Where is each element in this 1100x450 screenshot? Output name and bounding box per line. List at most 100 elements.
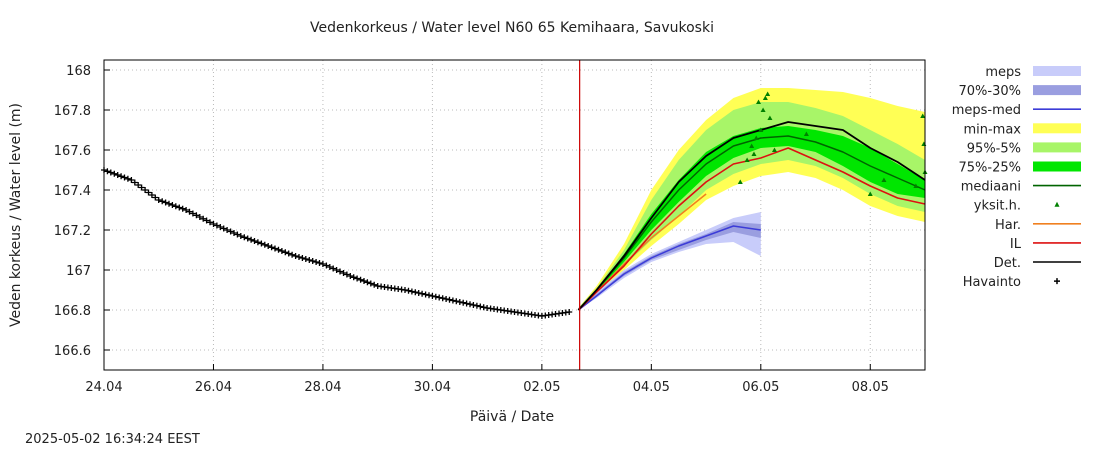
legend-label: 75%-25% [959,161,1021,176]
y-axis-ticks: 166.6 166.8 167 167.2 167.4 167.6 167.8 168 [54,64,110,359]
observation-point [152,194,159,201]
x-tick-label: 30.04 [414,380,451,395]
observation-point [443,296,450,302]
legend-swatch [1033,85,1081,96]
observation-point [402,287,408,293]
legend-item-har: Har. [995,218,1081,233]
legend-item-havainto: Havainto [963,275,1060,290]
observation-point [278,248,285,254]
legend-label: 70%-30% [959,84,1021,99]
observation-point [169,202,176,208]
observation-point [446,296,453,303]
legend-label: Har. [995,218,1021,233]
observation-point [405,287,412,294]
y-axis-label: Veden korkeus / Water level (m) [8,103,24,327]
observation-point [135,182,142,188]
forecast-bands [578,88,925,310]
observation-point [203,217,210,224]
y-tick-label: 167.4 [54,184,91,199]
legend-swatch [1033,66,1081,76]
plot-frame [103,59,926,371]
observation-point [210,221,217,227]
observation-point [268,244,275,251]
y-tick-label: 167.8 [54,104,91,119]
single-member-point [753,135,759,140]
observation-point [142,187,149,193]
legend-swatch [1033,142,1081,153]
observation-point [463,300,470,307]
observation-point [275,246,282,253]
legend-swatch [1054,278,1060,285]
x-tick-label: 08.05 [852,380,889,395]
observation-point [449,297,456,304]
observation-point [299,255,306,261]
y-tick-label: 167.6 [54,144,91,159]
observation-point [292,253,299,259]
observation-point [234,231,241,238]
observation-point [128,177,135,183]
observation-point [343,271,350,278]
observation-point [340,270,347,276]
observation-point [261,241,268,248]
observation-point [258,240,265,247]
observation-point [326,264,333,270]
observation-point [107,169,114,176]
observation-point [473,302,480,309]
observation-point [121,174,128,181]
single-member-point [881,177,887,182]
single-member-point [756,99,762,104]
observation-point [272,245,278,252]
observation-point [220,225,227,232]
y-tick-label: 166.8 [54,304,91,319]
observation-point [159,198,166,205]
legend-label: Det. [994,256,1021,271]
observation-point [408,288,415,295]
observation-point [333,267,340,273]
observation-point [186,208,193,215]
legend-item-meps-70-30: 70%-30% [959,84,1081,99]
legend-item-p75-25: 75%-25% [959,161,1081,176]
legend-swatch [1033,161,1081,172]
observation-point [460,299,467,306]
observation-point [224,227,231,233]
observation-point [237,233,244,239]
timestamp: 2025-05-02 16:34:24 EEST [25,432,200,447]
y-tick-label: 167.2 [54,224,91,239]
observation-point [138,184,145,191]
legend-label: mediaani [961,180,1021,195]
observation-point [367,280,374,287]
observation-point [189,210,196,217]
meps-70-30-band [578,222,761,310]
legend-item-mediaani: mediaani [961,180,1081,195]
observation-point [193,212,200,219]
legend-item-min-max: min-max [963,122,1081,137]
observation-point [470,302,477,308]
observation-point [480,304,487,311]
y-tick-label: 168 [66,64,91,79]
observation-point [104,168,111,175]
single-member-point [737,179,743,184]
observation-point [254,239,261,246]
y-tick-label: 167 [66,264,91,279]
observation-point [323,262,330,269]
legend-label: min-max [963,122,1021,137]
single-member-point [803,131,809,136]
single-member-point [760,107,766,112]
plot-area [101,59,928,371]
observation-point [296,254,302,260]
observation-point [432,293,439,300]
single-member-point [744,157,750,162]
observation-point [364,279,371,286]
observation-point [319,261,326,267]
observation-point [371,281,378,288]
det-line [577,121,926,311]
observation-point [313,259,320,265]
observation-point [114,172,121,178]
legend-swatch [1054,201,1060,207]
x-axis-label: Päivä / Date [470,409,554,425]
observation-point [148,192,155,198]
y-tick-label: 166.6 [54,344,91,359]
single-member-point [913,183,919,188]
single-member-point [762,95,768,100]
observation-point [419,290,426,297]
